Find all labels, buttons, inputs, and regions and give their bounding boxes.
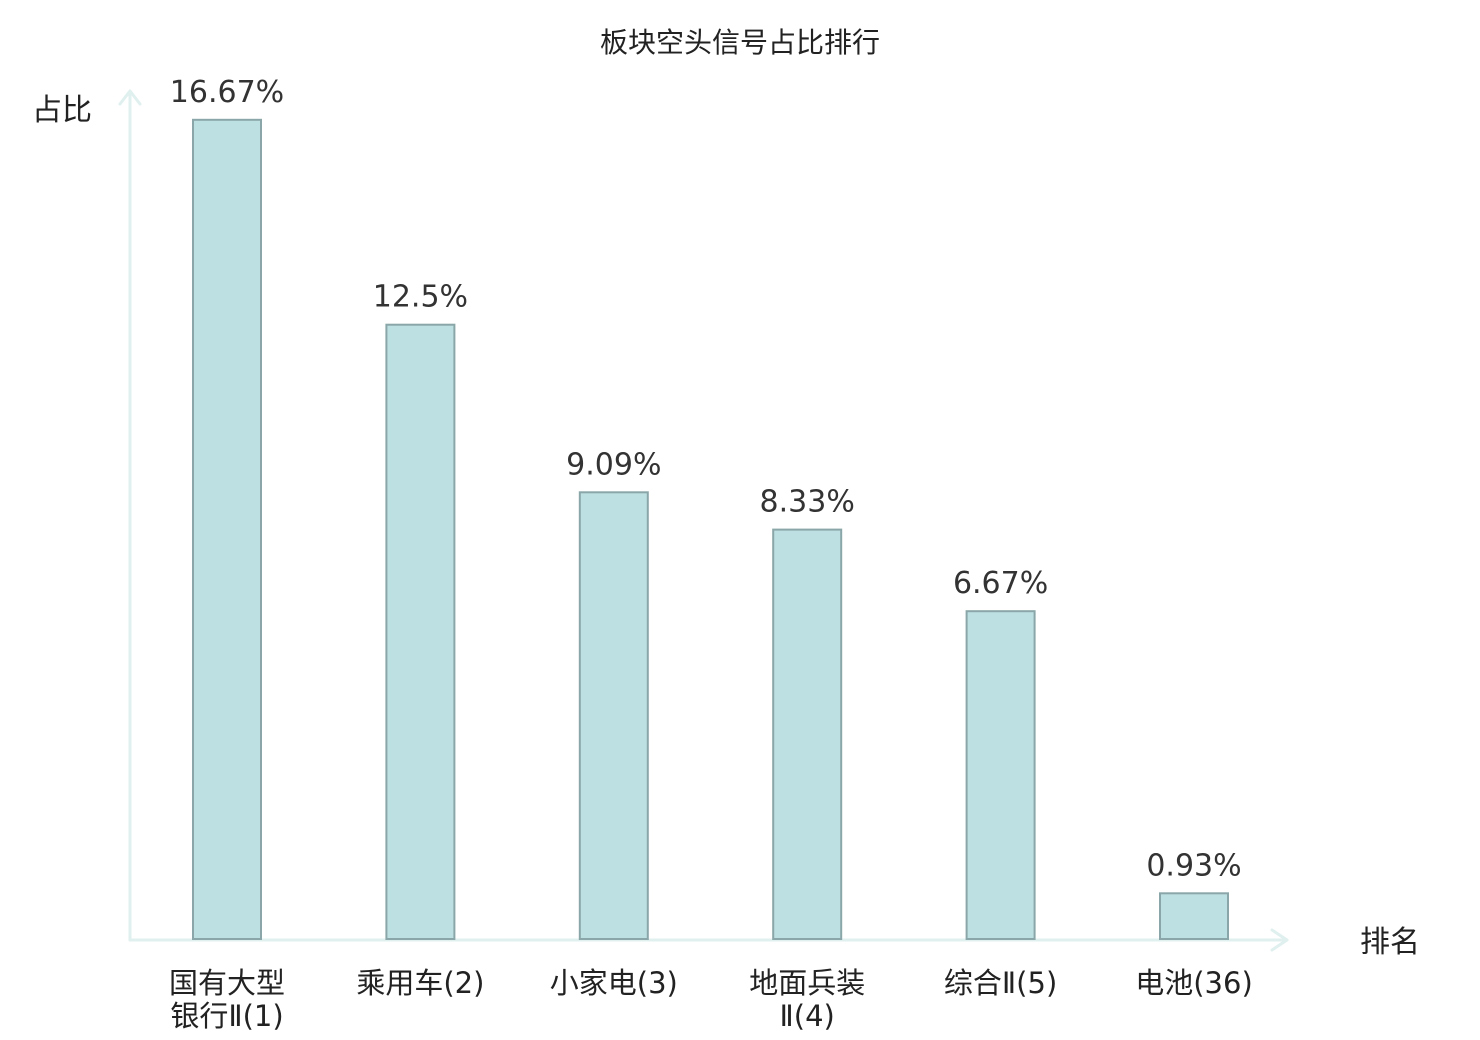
x-axis-label: 排名 <box>1360 925 1420 960</box>
bar-4 <box>772 528 843 940</box>
value-label-4: 8.33% <box>760 485 855 520</box>
value-label-5: 6.67% <box>953 566 1048 601</box>
category-label-4: 地面兵装 Ⅱ(4) <box>749 966 865 1033</box>
axes <box>118 89 1289 952</box>
bars <box>192 118 1229 941</box>
value-label-2: 12.5% <box>373 280 468 315</box>
category-label-6: 电池(36) <box>1135 966 1253 1000</box>
y-axis-label: 占比 <box>32 93 92 128</box>
bar-3 <box>578 491 649 940</box>
category-label-3: 小家电(3) <box>550 966 678 1000</box>
bar-5 <box>965 610 1036 940</box>
chart-title: 板块空头信号占比排行 <box>600 26 880 59</box>
bar-1 <box>192 118 262 941</box>
category-labels: 国有大型银行Ⅱ(1) 乘用车(2) 小家电(3) 地面兵装 Ⅱ(4) 综合Ⅱ(5) 电池(3… <box>169 966 1253 1033</box>
value-labels: 16.67% 12.5% 9.09% 8.33% 6.67% 0.93% <box>170 75 1242 883</box>
category-label-5: 综合Ⅱ(5) <box>944 966 1057 1000</box>
bar-2 <box>385 323 456 940</box>
value-label-1: 16.67% <box>170 75 284 110</box>
category-label-2: 乘用车(2) <box>356 966 484 1000</box>
value-label-6: 0.93% <box>1146 848 1241 883</box>
category-label-1: 国有大型银行Ⅱ(1) <box>169 966 285 1033</box>
x-axis-arrow <box>1270 928 1289 952</box>
y-axis-arrow <box>118 89 142 106</box>
value-label-3: 9.09% <box>566 447 661 482</box>
bar-6 <box>1159 892 1229 940</box>
